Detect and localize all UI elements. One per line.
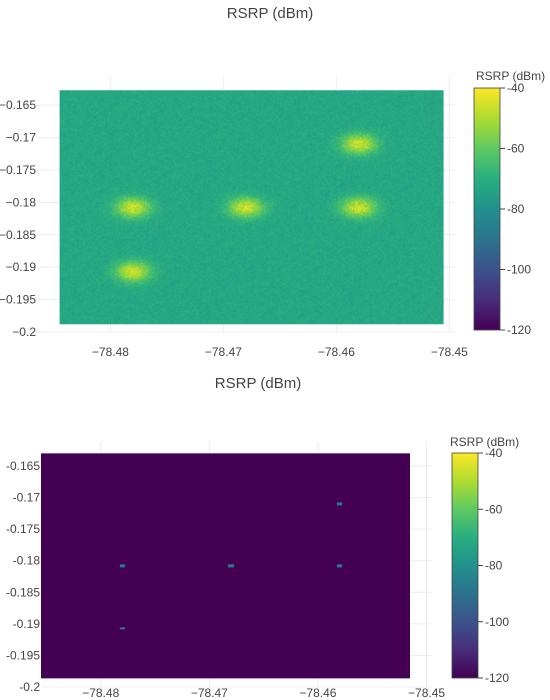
colorbar-title: RSRP (dBm): [450, 435, 519, 449]
y-tick-label: -0.2: [19, 680, 40, 694]
heatmap-image[interactable]: [41, 453, 410, 679]
colorbar-tick-label: -120: [507, 323, 531, 337]
colorbar-tick-label: -60: [485, 502, 503, 516]
colorbar-ticks: -40 -60 -80 -100 -120: [478, 446, 509, 685]
chart-top: RSRP (dBm) −78.48 −78.47 −78.46 −78.45 −0.1…: [0, 5, 545, 359]
x-tick-label: −78.48: [82, 686, 119, 700]
y-axis-ticks: −0.165 −0.17 −0.175 −0.18 −0.185 −0.19 −0.195 −…: [0, 98, 36, 339]
x-axis-ticks: −78.48 −78.47 −78.46 −78.45: [92, 345, 468, 359]
y-tick-label: -0.17: [13, 491, 41, 505]
colorbar-tick-label: -60: [507, 142, 525, 156]
chart-title: RSRP (dBm): [227, 5, 313, 22]
y-tick-label: −0.185: [0, 228, 36, 242]
y-tick-label: -0.18: [13, 554, 41, 568]
colorbar-tick-label: -40: [485, 446, 503, 460]
y-tick-label: -0.185: [6, 585, 40, 599]
y-tick-label: -0.165: [6, 459, 40, 473]
colorbar-ticks: -40 -60 -80 -100 -120: [500, 81, 531, 337]
heatmap-plot-area[interactable]: [41, 453, 410, 679]
colorbar-tick-label: -100: [485, 615, 509, 629]
y-tick-label: −0.2: [12, 325, 36, 339]
y-tick-label: -0.195: [6, 648, 40, 662]
colorbar-tick-label: -80: [507, 202, 525, 216]
y-tick-label: −0.17: [6, 131, 37, 145]
heatmap-image[interactable]: [59, 90, 444, 325]
colorbar-tick-label: -100: [507, 263, 531, 277]
y-axis-ticks: -0.165 -0.17 -0.175 -0.18 -0.185 -0.19 -0.195 -…: [6, 459, 40, 694]
x-tick-label: −78.45: [431, 345, 468, 359]
colorbar-gradient: [473, 87, 501, 331]
colorbar-tick-label: -120: [485, 671, 509, 685]
y-tick-label: −0.165: [0, 98, 36, 112]
x-axis-ticks: −78.48 −78.47 −78.46 −78.45: [82, 686, 445, 700]
y-tick-label: −0.175: [0, 163, 36, 177]
x-tick-label: −78.46: [318, 345, 355, 359]
x-tick-label: −78.47: [191, 686, 228, 700]
x-tick-label: −78.47: [205, 345, 242, 359]
y-tick-label: −0.19: [6, 260, 37, 274]
y-tick-label: −0.18: [6, 195, 37, 209]
y-tick-label: −0.195: [0, 293, 36, 307]
colorbar: RSRP (dBm) -40 -60 -80 -100 -120: [450, 435, 519, 685]
colorbar-gradient: [451, 452, 479, 679]
chart-title: RSRP (dBm): [215, 375, 301, 392]
colorbar-tick-label: -40: [507, 81, 525, 95]
y-tick-label: -0.175: [6, 522, 40, 536]
x-tick-label: −78.45: [408, 686, 445, 700]
colorbar-title: RSRP (dBm): [476, 69, 545, 83]
x-tick-label: −78.48: [92, 345, 129, 359]
chart-bottom: RSRP (dBm) −78.48 −78.47 −78.46 −78.45 -0.1…: [6, 375, 519, 700]
y-tick-label: -0.19: [13, 617, 41, 631]
heatmap-plot-area[interactable]: [59, 90, 444, 325]
colorbar-tick-label: -80: [485, 559, 503, 573]
colorbar: RSRP (dBm) -40 -60 -80 -100 -120: [473, 69, 545, 337]
x-tick-label: −78.46: [299, 686, 336, 700]
